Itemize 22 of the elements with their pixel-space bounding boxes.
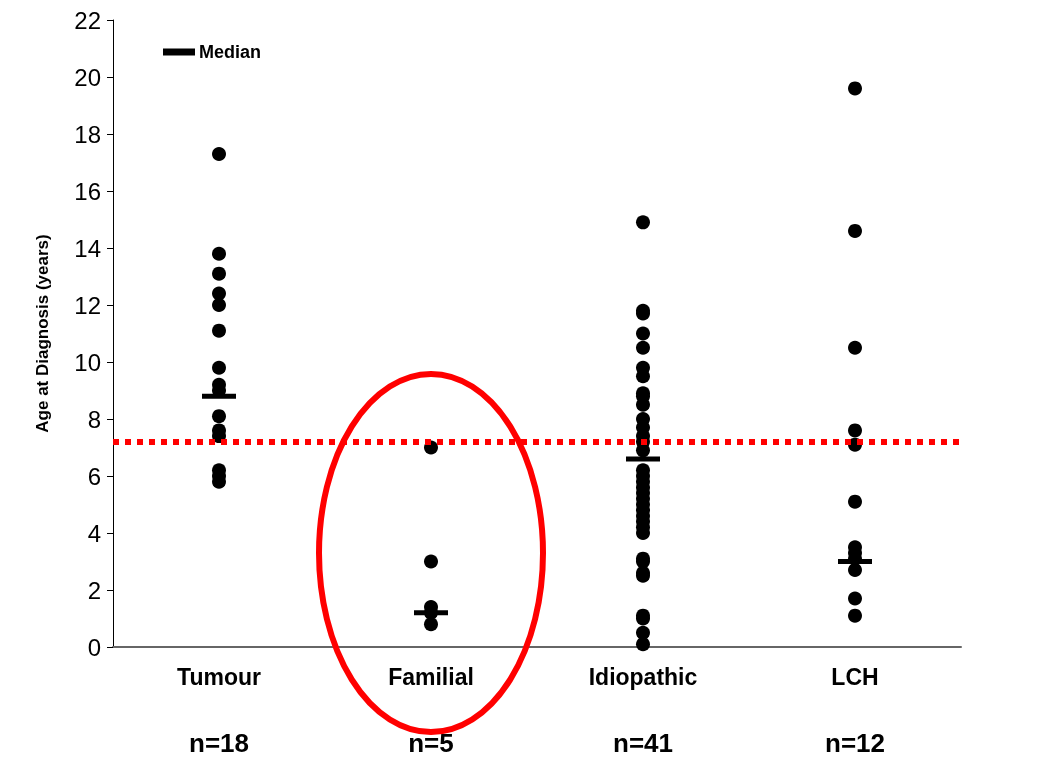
y-tick-label: 12	[74, 291, 101, 319]
y-tick-label: 8	[87, 405, 101, 433]
y-tick-label: 14	[74, 234, 101, 262]
x-tick-label: Tumour	[177, 663, 261, 690]
text: n=5	[408, 728, 454, 758]
text: n=41	[613, 728, 673, 758]
y-tick-label: 4	[87, 519, 101, 547]
text: n=18	[189, 728, 249, 758]
y-tick-label: 0	[87, 633, 101, 661]
text: n=12	[825, 728, 885, 758]
y-tick-label: 18	[74, 120, 101, 148]
y-tick-label: 2	[87, 576, 101, 604]
y-tick-label: 16	[74, 177, 101, 205]
legend-label: Median	[199, 42, 262, 62]
y-tick-label: 20	[74, 63, 101, 91]
y-tick-label: 22	[74, 6, 101, 34]
x-tick-label: Idiopathic	[588, 663, 698, 690]
x-tick-label: Familial	[388, 663, 474, 690]
y-tick-label: 6	[87, 462, 101, 490]
y-axis-title: Age at Diagnosis (years)	[33, 234, 52, 433]
y-tick-label: 10	[74, 348, 101, 376]
x-tick-label: LCH	[831, 663, 879, 690]
